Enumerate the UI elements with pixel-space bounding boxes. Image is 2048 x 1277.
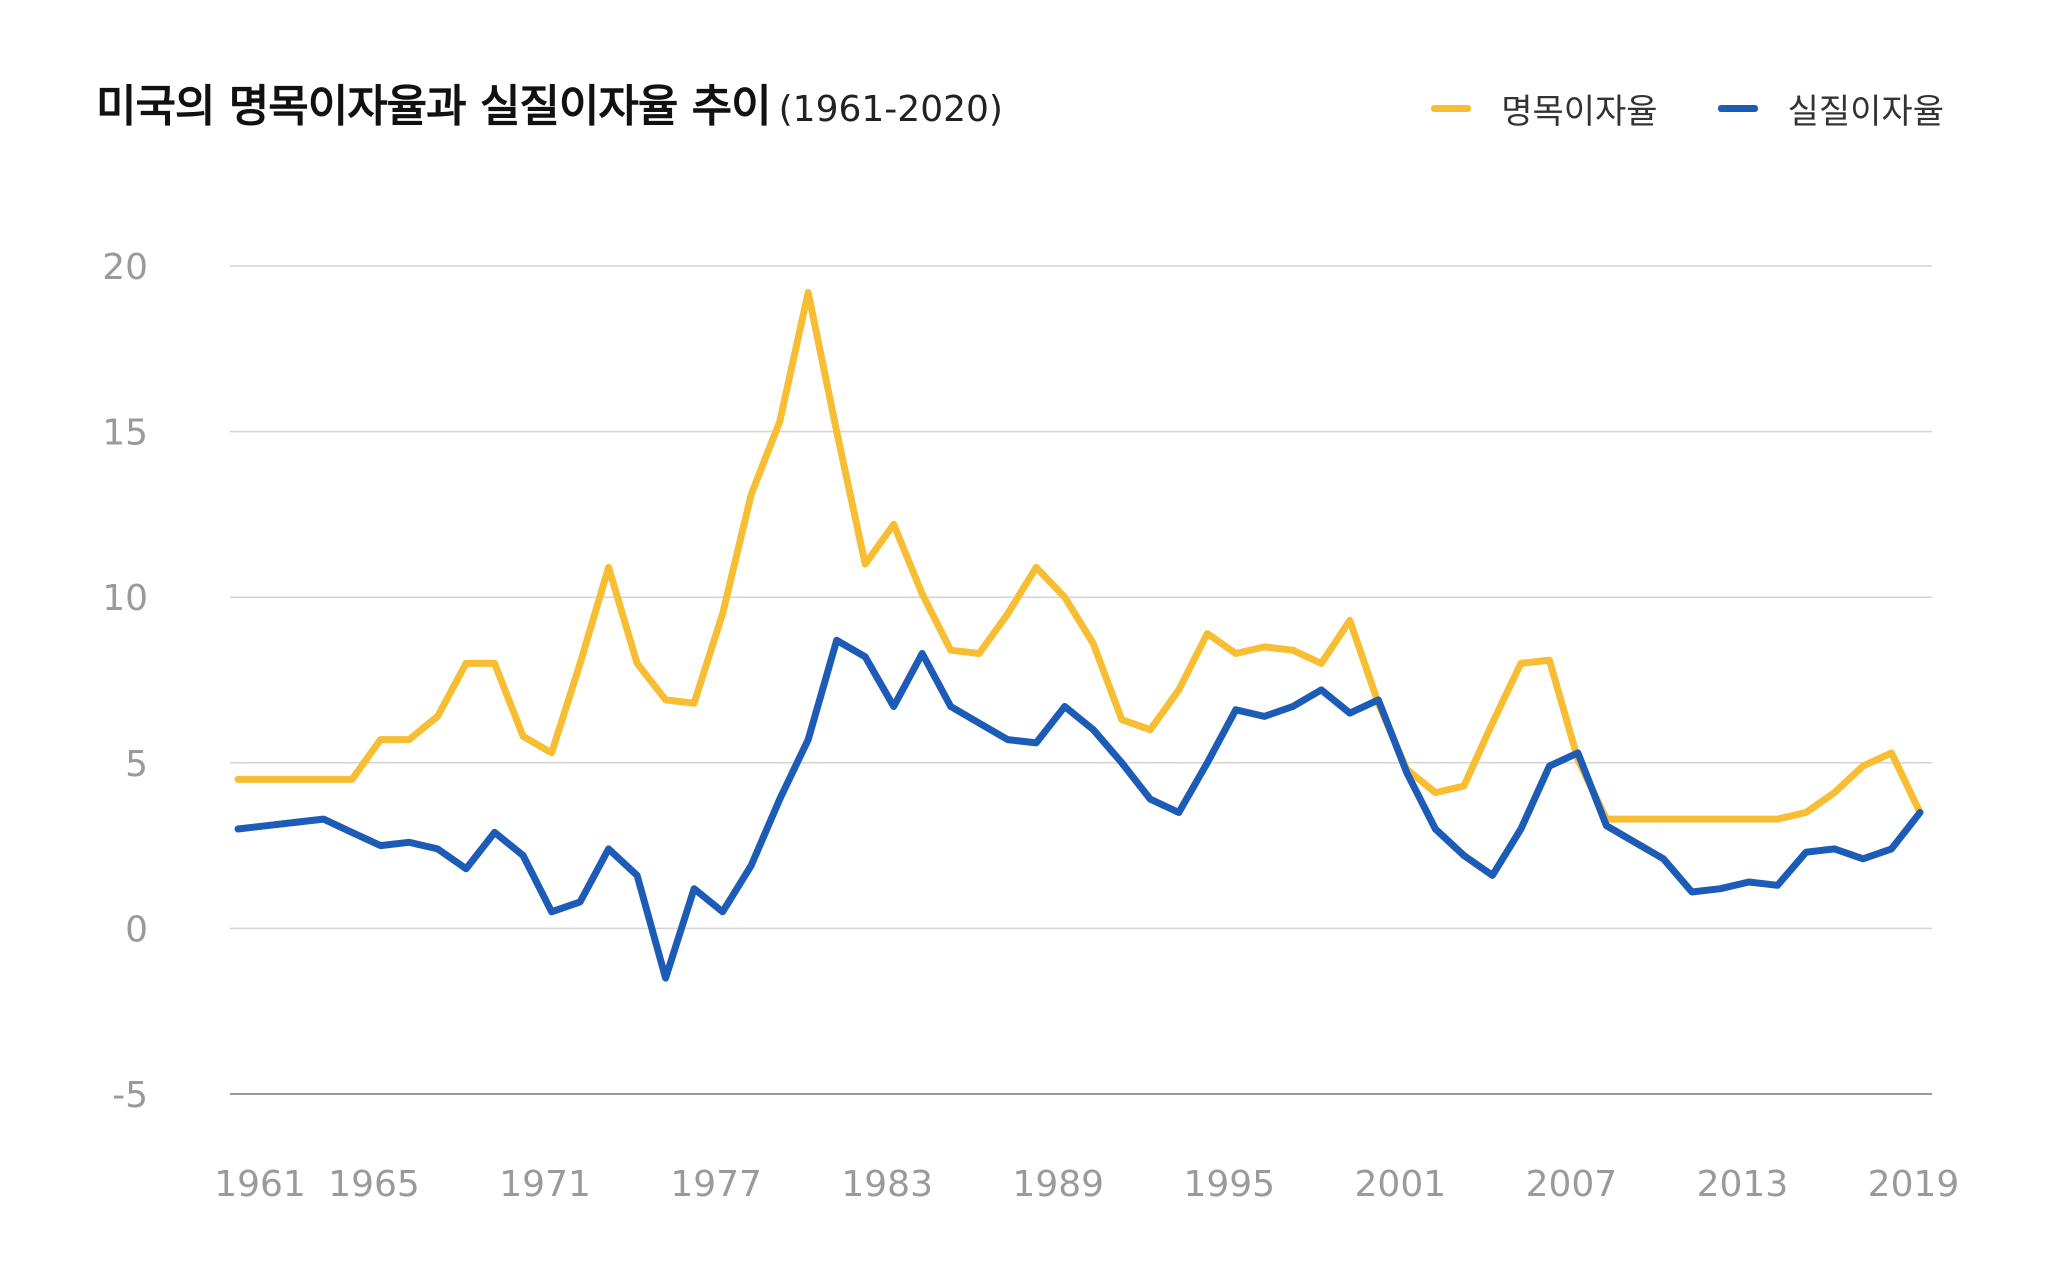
- legend-label-nominal: 명목이자율: [1501, 92, 1658, 132]
- legend-label-real: 실질이자율: [1787, 92, 1944, 132]
- legend-item-nominal: 명목이자율: [1431, 84, 1658, 133]
- y-axis-ticks: 20 15 10 5 0 -5: [102, 247, 148, 1116]
- y-tick-label: 20: [102, 247, 148, 288]
- chart-legend: 명목이자율 실질이자율: [1431, 84, 1944, 133]
- series-line-nominal: [234, 289, 1924, 823]
- grid-lines: [230, 265, 1932, 1095]
- y-tick-label: 15: [102, 413, 148, 454]
- chart-title: 미국의 명목이자율과 실질이자율 추이: [96, 81, 772, 132]
- legend-item-real: 실질이자율: [1717, 84, 1944, 133]
- y-tick-label: 10: [102, 578, 148, 619]
- y-tick-label: 5: [125, 744, 148, 785]
- x-axis-ticks: 1961 1965 1971 1977 1983 1989 1995 2001 2007 2013…: [214, 1164, 1959, 1205]
- x-tick-label: 2007: [1526, 1164, 1618, 1205]
- chart-title-block: 미국의 명목이자율과 실질이자율 추이 (1961-2020): [96, 70, 1003, 134]
- series-line-real: [234, 636, 1924, 982]
- y-tick-label: -5: [112, 1075, 148, 1116]
- x-tick-label: 1977: [670, 1164, 762, 1205]
- x-tick-label: 1971: [499, 1164, 591, 1205]
- x-tick-label: 2019: [1868, 1164, 1960, 1205]
- x-tick-label: 2013: [1697, 1164, 1789, 1205]
- x-tick-label: 2001: [1355, 1164, 1447, 1205]
- x-tick-label: 1995: [1183, 1164, 1275, 1205]
- series-lines: [234, 289, 1924, 982]
- legend-swatch-real: [1717, 105, 1758, 112]
- x-tick-label: 1965: [328, 1164, 420, 1205]
- x-tick-label: 1983: [841, 1164, 933, 1205]
- chart-subtitle: (1961-2020): [778, 89, 1003, 130]
- x-tick-label: 1961: [214, 1164, 306, 1205]
- legend-swatch-nominal: [1431, 105, 1472, 112]
- x-tick-label: 1989: [1012, 1164, 1104, 1205]
- y-tick-label: 0: [125, 909, 148, 950]
